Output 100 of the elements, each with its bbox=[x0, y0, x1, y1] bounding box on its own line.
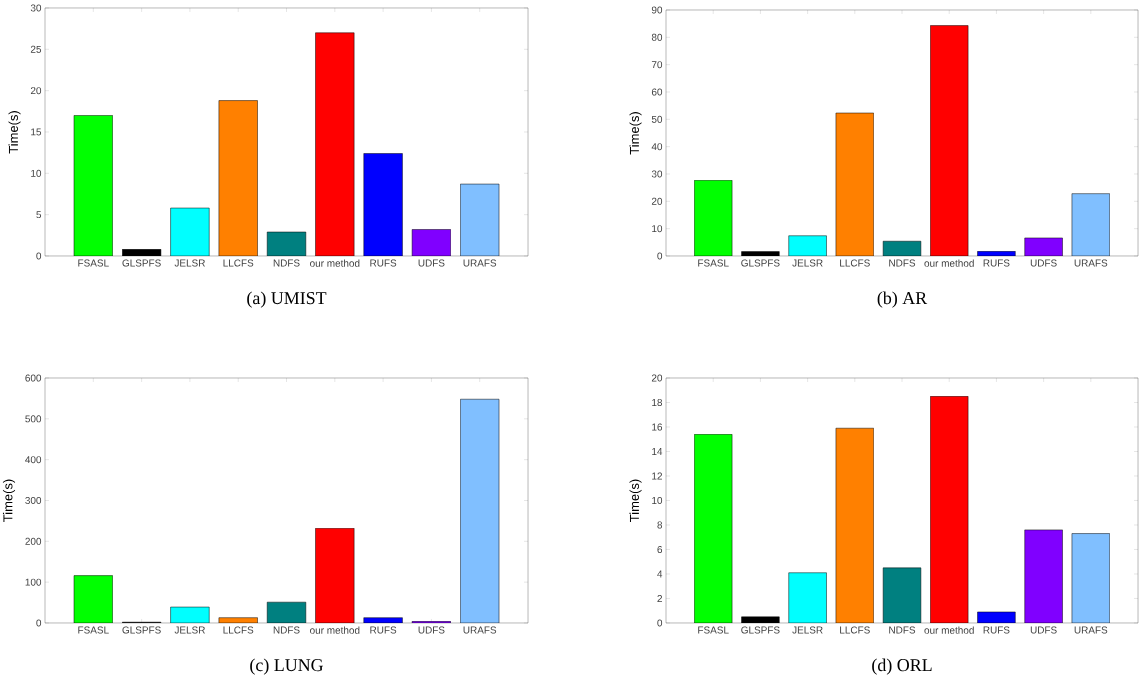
bar bbox=[218, 617, 258, 623]
y-tick-label: 500 bbox=[25, 415, 42, 423]
x-tick-label: FSASL bbox=[698, 626, 729, 634]
bar bbox=[73, 575, 113, 623]
x-tick-label: FSASL bbox=[78, 259, 109, 267]
bar bbox=[788, 235, 827, 256]
x-tick-label: URAFS bbox=[463, 626, 497, 634]
x-tick-label: GLSPFS bbox=[122, 626, 161, 634]
y-tick-label: 0 bbox=[657, 619, 663, 627]
bar bbox=[694, 434, 733, 623]
x-tick-label: our method bbox=[310, 626, 360, 634]
x-tick-label: RUFS bbox=[983, 259, 1010, 267]
y-tick-label: 15 bbox=[31, 128, 42, 136]
x-tick-label: JELSR bbox=[792, 626, 823, 634]
bar bbox=[1024, 529, 1063, 623]
x-tick-label: LLCFS bbox=[223, 259, 254, 267]
bar bbox=[741, 251, 780, 256]
x-tick-label: RUFS bbox=[370, 626, 397, 634]
bar bbox=[977, 251, 1016, 256]
bar bbox=[930, 396, 969, 623]
x-tick-label: JELSR bbox=[174, 626, 205, 634]
x-tick-label: UDFS bbox=[418, 626, 445, 634]
y-tick-label: 300 bbox=[25, 496, 42, 505]
y-axis-title: Time(s) bbox=[8, 111, 21, 154]
x-tick-label: GLSPFS bbox=[741, 259, 780, 267]
y-tick-label: 30 bbox=[30, 4, 42, 12]
y-tick-label: 60 bbox=[651, 88, 663, 96]
bar bbox=[315, 32, 355, 256]
y-tick-label: 400 bbox=[25, 456, 42, 464]
y-tick-label: 100 bbox=[25, 578, 42, 586]
y-tick-label: 18 bbox=[652, 398, 663, 407]
x-tick-label: URAFS bbox=[1074, 259, 1108, 267]
y-tick-label: 0 bbox=[36, 252, 42, 260]
y-axis-title: Time(s) bbox=[2, 479, 16, 522]
bar bbox=[788, 572, 827, 623]
y-tick-label: 12 bbox=[652, 472, 662, 480]
bar bbox=[930, 25, 969, 256]
x-tick-label: JELSR bbox=[792, 259, 823, 267]
y-tick-label: 20 bbox=[651, 197, 663, 205]
bar bbox=[1024, 237, 1063, 256]
x-tick-label: UDFS bbox=[418, 259, 445, 267]
y-axis-title: Time(s) bbox=[629, 479, 642, 522]
bar bbox=[1071, 193, 1110, 256]
y-tick-label: 5 bbox=[36, 211, 42, 219]
y-tick-label: 2 bbox=[657, 595, 662, 602]
bar bbox=[363, 153, 403, 256]
x-tick-label: RUFS bbox=[983, 626, 1010, 634]
x-tick-label: our method bbox=[310, 259, 360, 267]
bar bbox=[1071, 533, 1110, 623]
x-tick-label: NDFS bbox=[273, 259, 300, 267]
x-tick-label: GLSPFS bbox=[122, 259, 161, 267]
x-tick-label: LLCFS bbox=[840, 626, 870, 634]
y-tick-label: 20 bbox=[30, 87, 42, 95]
y-tick-label: 25 bbox=[30, 45, 42, 53]
y-tick-label: 80 bbox=[651, 33, 663, 41]
x-tick-label: our method bbox=[924, 259, 974, 267]
y-tick-label: 70 bbox=[651, 61, 663, 69]
y-tick-label: 20 bbox=[651, 374, 663, 382]
y-tick-label: 8 bbox=[657, 521, 663, 529]
y-tick-label: 600 bbox=[25, 374, 42, 382]
bar bbox=[363, 617, 403, 623]
x-tick-label: NDFS bbox=[889, 259, 916, 267]
bar bbox=[73, 115, 113, 256]
y-tick-label: 10 bbox=[652, 225, 663, 233]
x-tick-label: FSASL bbox=[78, 626, 109, 634]
y-tick-label: 16 bbox=[652, 423, 663, 431]
text: (d) ORL bbox=[872, 658, 932, 675]
x-tick-label: UDFS bbox=[1030, 626, 1057, 634]
text: (c) LUNG bbox=[250, 658, 324, 675]
x-tick-label: our method bbox=[924, 626, 974, 634]
x-tick-label: URAFS bbox=[463, 259, 497, 267]
text: (a) UMIST bbox=[247, 291, 327, 308]
x-tick-label: FSASL bbox=[698, 259, 729, 267]
y-tick-label: 50 bbox=[651, 115, 663, 123]
y-tick-label: 40 bbox=[651, 143, 663, 151]
text: (b) AR bbox=[877, 291, 928, 308]
bar bbox=[218, 100, 258, 256]
bar bbox=[741, 616, 780, 623]
x-tick-label: RUFS bbox=[370, 259, 397, 267]
x-tick-label: NDFS bbox=[273, 626, 300, 634]
x-tick-label: UDFS bbox=[1030, 259, 1057, 267]
bar bbox=[315, 528, 355, 623]
x-tick-label: JELSR bbox=[174, 259, 205, 267]
y-tick-label: 0 bbox=[36, 619, 42, 627]
y-tick-label: 30 bbox=[651, 170, 663, 178]
y-tick-label: 10 bbox=[652, 496, 663, 505]
x-tick-label: URAFS bbox=[1074, 626, 1108, 634]
bar bbox=[694, 180, 733, 256]
y-tick-label: 14 bbox=[652, 448, 663, 455]
y-tick-label: 200 bbox=[25, 537, 42, 545]
y-tick-label: 90 bbox=[651, 6, 663, 14]
x-tick-label: LLCFS bbox=[840, 259, 870, 267]
y-tick-label: 10 bbox=[31, 169, 42, 177]
y-axis-title: Time(s) bbox=[629, 112, 642, 155]
y-tick-label: 4 bbox=[657, 570, 663, 578]
y-tick-label: 6 bbox=[657, 545, 663, 554]
bar bbox=[977, 611, 1016, 623]
x-tick-label: LLCFS bbox=[223, 626, 254, 634]
y-tick-label: 0 bbox=[657, 252, 663, 260]
x-tick-label: NDFS bbox=[889, 626, 916, 634]
